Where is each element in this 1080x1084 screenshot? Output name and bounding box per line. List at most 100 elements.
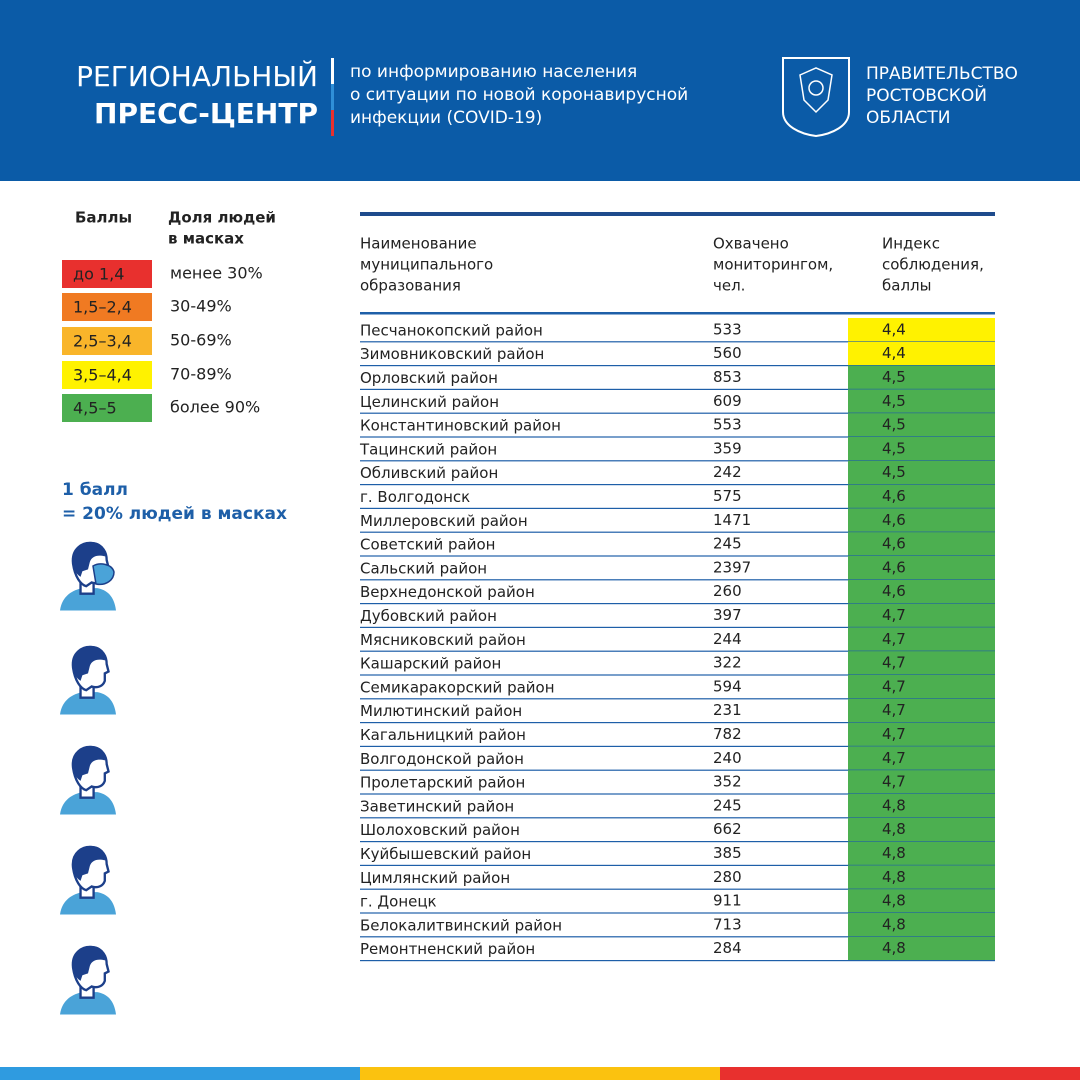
table-header-rule: [360, 312, 995, 315]
compliance-index: 4,7: [882, 630, 906, 648]
row-rule: [360, 650, 995, 652]
compliance-index: 4,6: [882, 582, 906, 600]
person-icon: [60, 944, 116, 1016]
compliance-index: 4,7: [882, 606, 906, 624]
district-name: Мясниковский район: [360, 631, 526, 649]
legend-score: до 1,4: [73, 265, 124, 284]
district-name: Волгодонской район: [360, 750, 524, 768]
monitored-count: 560: [713, 344, 742, 362]
legend-swatch: [62, 327, 152, 355]
footer-stripe: [720, 1067, 1080, 1080]
flag-stripe: [331, 110, 334, 136]
monitored-count: 322: [713, 654, 742, 672]
row-rule: [360, 436, 995, 438]
monitored-count: 2397: [713, 558, 751, 576]
district-name: Зимовниковский район: [360, 345, 544, 363]
legend-header: Доля людей: [168, 209, 276, 227]
monitored-count: 260: [713, 582, 742, 600]
compliance-index: 4,7: [882, 725, 906, 743]
monitored-count: 245: [713, 796, 742, 814]
row-rule: [360, 412, 995, 414]
compliance-index: 4,5: [882, 368, 906, 386]
legend-share: 70-89%: [170, 365, 232, 384]
compliance-index: 4,7: [882, 701, 906, 719]
column-header: муниципального: [360, 256, 493, 274]
column-header: баллы: [882, 277, 931, 295]
district-name: Миллеровский район: [360, 512, 528, 530]
column-header: соблюдения,: [882, 256, 984, 274]
note: 1 балл: [62, 480, 128, 500]
compliance-index: 4,6: [882, 558, 906, 576]
legend-swatch: [62, 394, 152, 422]
government-name: ОБЛАСТИ: [866, 108, 950, 128]
index-cell: [848, 651, 995, 675]
index-cell: [848, 508, 995, 533]
header-band: [0, 0, 1080, 181]
index-cell: [848, 437, 995, 461]
row-rule: [360, 745, 995, 747]
legend-share: 30-49%: [170, 297, 232, 316]
person-icon: [60, 644, 116, 716]
footer-stripe: [360, 1067, 720, 1080]
table-top-rule: [360, 212, 995, 216]
row-rule: [360, 864, 995, 866]
legend-header: в масках: [168, 230, 244, 248]
row-rule: [360, 817, 995, 819]
monitored-count: 594: [713, 677, 742, 695]
district-name: Целинский район: [360, 393, 499, 411]
monitored-count: 240: [713, 749, 742, 767]
district-name: Белокалитвинский район: [360, 916, 562, 934]
row-rule: [360, 888, 995, 890]
row-rule: [360, 912, 995, 914]
legend-share: 50-69%: [170, 331, 232, 350]
mask: [92, 563, 115, 586]
legend-score: 4,5–5: [73, 399, 117, 418]
note: = 20% людей в масках: [62, 504, 287, 524]
district-name: Дубовский район: [360, 607, 497, 625]
district-name: Обливский район: [360, 464, 498, 482]
district-name: Заветинский район: [360, 797, 514, 815]
header-subtitle: инфекции (COVID-19): [350, 108, 542, 128]
index-cell: [848, 817, 995, 842]
compliance-index: 4,4: [882, 344, 906, 362]
compliance-index: 4,5: [882, 463, 906, 481]
row-rule: [360, 722, 995, 724]
header-subtitle: по информированию населения: [350, 62, 637, 82]
monitored-count: 553: [713, 416, 742, 434]
monitored-count: 853: [713, 368, 742, 386]
index-cell: [848, 746, 995, 771]
row-rule: [360, 579, 995, 581]
emblem: [782, 57, 850, 138]
monitored-count: 385: [713, 844, 742, 862]
flag-stripe: [331, 84, 334, 110]
column-header: Охвачено: [713, 235, 789, 253]
monitored-count: 245: [713, 535, 742, 553]
monitored-count: 662: [713, 820, 742, 838]
monitored-count: 284: [713, 939, 742, 957]
compliance-index: 4,8: [882, 892, 906, 910]
compliance-index: 4,8: [882, 844, 906, 862]
compliance-index: 4,5: [882, 392, 906, 410]
compliance-index: 4,8: [882, 868, 906, 886]
monitored-count: 280: [713, 868, 742, 886]
legend-share: менее 30%: [170, 264, 263, 283]
compliance-index: 4,7: [882, 654, 906, 672]
row-rule: [360, 936, 995, 938]
legend-share: более 90%: [170, 398, 260, 417]
compliance-index: 4,8: [882, 820, 906, 838]
monitored-count: 782: [713, 725, 742, 743]
district-name: Пролетарский район: [360, 774, 525, 792]
monitored-count: 1471: [713, 511, 751, 529]
monitored-count: 397: [713, 606, 742, 624]
index-cell: [848, 841, 995, 866]
index-cell: [848, 556, 995, 580]
legend-header: Баллы: [75, 209, 132, 227]
compliance-index: 4,6: [882, 535, 906, 553]
district-name: Милютинский район: [360, 702, 522, 720]
monitored-count: 352: [713, 773, 742, 791]
index-cell: [848, 460, 995, 485]
district-name: Куйбышевский район: [360, 845, 531, 863]
monitored-count: 244: [713, 630, 742, 648]
row-rule: [360, 603, 995, 605]
compliance-index: 4,8: [882, 939, 906, 957]
